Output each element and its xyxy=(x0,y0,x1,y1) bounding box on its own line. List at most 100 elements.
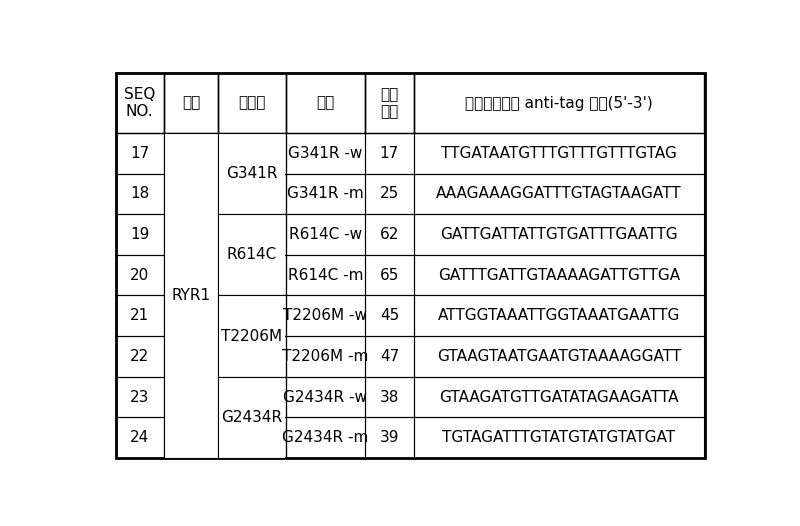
Text: AAAGAAAGGATTTGTAGTAAGATT: AAAGAAAGGATTTGTAGTAAGATT xyxy=(436,186,682,201)
Text: GATTGATTATTGTGATTTGAATTG: GATTGATTATTGTGATTTGAATTG xyxy=(440,227,678,242)
Bar xyxy=(164,336,218,377)
Text: 47: 47 xyxy=(380,349,399,364)
Bar xyxy=(164,255,218,296)
Text: ATTGGTAAATTGGTAAATGAATTG: ATTGGTAAATTGGTAAATGAATTG xyxy=(438,308,680,323)
Text: G341R: G341R xyxy=(226,166,278,181)
Text: G2434R: G2434R xyxy=(222,410,282,425)
Bar xyxy=(115,336,164,377)
Bar xyxy=(218,296,286,377)
Text: 22: 22 xyxy=(130,349,150,364)
Text: G2434R -m: G2434R -m xyxy=(282,430,369,445)
Bar xyxy=(164,133,218,458)
Text: T2206M: T2206M xyxy=(222,329,282,343)
Bar xyxy=(286,377,366,417)
Bar xyxy=(366,255,414,296)
Bar xyxy=(218,417,286,458)
Bar xyxy=(414,255,705,296)
Text: 基因型: 基因型 xyxy=(238,96,266,110)
Bar xyxy=(286,174,366,214)
Bar xyxy=(366,296,414,336)
Bar xyxy=(414,336,705,377)
Text: G2434R -w: G2434R -w xyxy=(283,390,367,404)
Text: G341R -m: G341R -m xyxy=(287,186,364,201)
Bar xyxy=(286,336,366,377)
Bar xyxy=(115,133,164,174)
Bar xyxy=(115,255,164,296)
Text: 17: 17 xyxy=(130,146,150,161)
Bar xyxy=(164,133,218,458)
Text: 23: 23 xyxy=(130,390,150,404)
Bar xyxy=(414,417,705,458)
Bar xyxy=(286,296,366,336)
Bar xyxy=(164,174,218,214)
Text: 25: 25 xyxy=(380,186,399,201)
Text: 17: 17 xyxy=(380,146,399,161)
Text: 微球上对应的 anti-tag 序列(5'-3'): 微球上对应的 anti-tag 序列(5'-3') xyxy=(465,96,653,110)
Text: 微球
编号: 微球 编号 xyxy=(380,87,398,119)
Bar xyxy=(115,377,164,417)
Bar xyxy=(164,377,218,417)
Bar xyxy=(366,133,414,174)
Bar xyxy=(366,336,414,377)
Bar xyxy=(286,417,366,458)
Bar xyxy=(218,214,286,296)
Bar xyxy=(164,296,218,336)
Bar xyxy=(366,174,414,214)
Bar xyxy=(414,73,705,133)
Bar xyxy=(286,255,366,296)
Text: SEQ
NO.: SEQ NO. xyxy=(124,87,155,119)
Text: G341R -w: G341R -w xyxy=(288,146,362,161)
Text: 62: 62 xyxy=(380,227,399,242)
Bar xyxy=(164,73,218,133)
Bar xyxy=(366,73,414,133)
Bar xyxy=(414,214,705,255)
Text: R614C: R614C xyxy=(226,247,277,262)
Bar xyxy=(218,377,286,458)
Text: RYR1: RYR1 xyxy=(171,288,210,303)
Bar xyxy=(218,255,286,296)
Bar xyxy=(414,133,705,174)
Bar xyxy=(218,133,286,214)
Bar xyxy=(414,174,705,214)
Bar xyxy=(164,417,218,458)
Bar xyxy=(366,417,414,458)
Bar xyxy=(115,296,164,336)
Text: T2206M -w: T2206M -w xyxy=(283,308,367,323)
Text: GATTTGATTGTAAAAGATTGTTGA: GATTTGATTGTAAAAGATTGTTGA xyxy=(438,268,680,282)
Text: 65: 65 xyxy=(380,268,399,282)
Bar xyxy=(366,377,414,417)
Text: R614C -w: R614C -w xyxy=(289,227,362,242)
Bar xyxy=(366,214,414,255)
Text: TTGATAATGTTTGTTTGTTTGTAG: TTGATAATGTTTGTTTGTTTGTAG xyxy=(441,146,677,161)
Bar xyxy=(218,377,286,458)
Text: 21: 21 xyxy=(130,308,150,323)
Text: 24: 24 xyxy=(130,430,150,445)
Text: GTAAGTAATGAATGTAAAAGGATT: GTAAGTAATGAATGTAAAAGGATT xyxy=(437,349,681,364)
Bar xyxy=(218,377,286,417)
Text: 38: 38 xyxy=(380,390,399,404)
Bar xyxy=(115,174,164,214)
Bar xyxy=(414,377,705,417)
Text: 基因: 基因 xyxy=(182,96,200,110)
Bar xyxy=(218,214,286,255)
Bar xyxy=(164,133,218,174)
Text: 20: 20 xyxy=(130,268,150,282)
Text: TGTAGATTTGTATGTATGTATGAT: TGTAGATTTGTATGTATGTATGAT xyxy=(442,430,675,445)
Bar xyxy=(218,296,286,336)
Bar xyxy=(115,73,164,133)
Bar xyxy=(218,174,286,214)
Bar xyxy=(218,133,286,214)
Text: 45: 45 xyxy=(380,308,399,323)
Bar xyxy=(414,296,705,336)
Text: R614C -m: R614C -m xyxy=(288,268,363,282)
Text: 类型: 类型 xyxy=(316,96,334,110)
Bar xyxy=(218,73,286,133)
Bar xyxy=(218,296,286,377)
Bar xyxy=(164,214,218,255)
Bar xyxy=(218,336,286,377)
Bar xyxy=(286,133,366,174)
Text: 19: 19 xyxy=(130,227,150,242)
Bar xyxy=(218,133,286,174)
Text: 18: 18 xyxy=(130,186,150,201)
Text: T2206M -m: T2206M -m xyxy=(282,349,369,364)
